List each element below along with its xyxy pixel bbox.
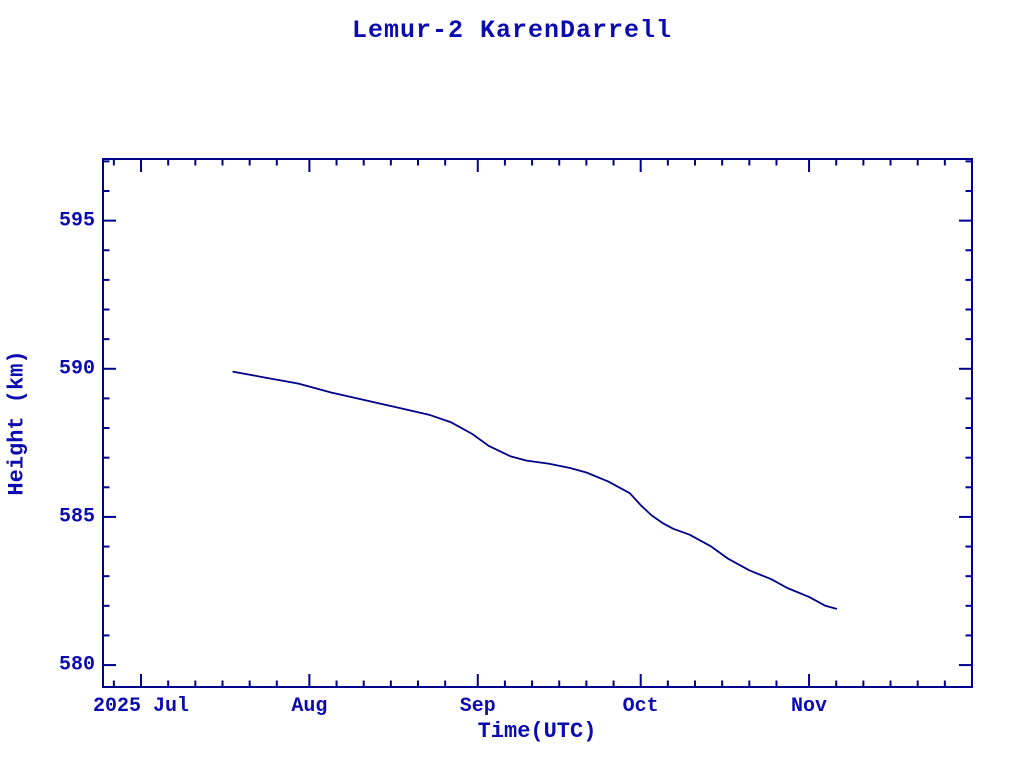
y-tick-label: 595 <box>58 209 95 233</box>
x-tick-label: 2025 Jul <box>93 695 190 718</box>
y-tick-label: 585 <box>58 505 95 529</box>
plot-border <box>102 158 973 688</box>
x-tick-label: Aug <box>291 695 328 718</box>
height-curve <box>232 370 838 610</box>
tick-marks <box>103 159 972 687</box>
x-tick-label: Sep <box>459 695 496 718</box>
x-tick-label: Nov <box>791 695 828 718</box>
data-line <box>232 370 838 610</box>
y-tick-label: 580 <box>58 653 95 677</box>
y-axis-label: Height (km) <box>4 350 30 496</box>
y-tick-label: 590 <box>58 357 95 381</box>
x-tick-label: Oct <box>622 695 659 718</box>
chart-title: Lemur-2 KarenDarrell <box>351 16 673 45</box>
x-axis-label: Time(UTC) <box>477 719 597 744</box>
